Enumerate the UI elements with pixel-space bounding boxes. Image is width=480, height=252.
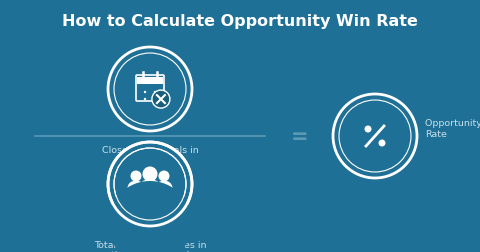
Circle shape	[333, 94, 417, 178]
Circle shape	[158, 171, 169, 182]
Ellipse shape	[156, 181, 172, 196]
Circle shape	[153, 92, 169, 108]
Circle shape	[144, 91, 146, 94]
Circle shape	[364, 126, 372, 133]
Circle shape	[143, 167, 157, 181]
Ellipse shape	[128, 181, 144, 196]
Circle shape	[108, 48, 192, 132]
Circle shape	[144, 99, 146, 101]
Text: Total # Opportunities in
that Time Period: Total # Opportunities in that Time Perio…	[94, 240, 206, 252]
Circle shape	[154, 91, 156, 94]
Circle shape	[131, 171, 142, 182]
Circle shape	[379, 140, 385, 147]
Text: Opportunity Win
Rate: Opportunity Win Rate	[425, 119, 480, 138]
Text: Closed Won Deals in
a Time Period: Closed Won Deals in a Time Period	[102, 145, 198, 165]
Bar	[137, 78, 163, 85]
Text: =: =	[291, 127, 309, 146]
Circle shape	[339, 101, 411, 172]
Circle shape	[152, 91, 170, 109]
Circle shape	[114, 54, 186, 125]
Text: How to Calculate Opportunity Win Rate: How to Calculate Opportunity Win Rate	[62, 14, 418, 29]
FancyBboxPatch shape	[136, 76, 164, 102]
Circle shape	[114, 148, 186, 220]
Circle shape	[154, 99, 156, 101]
Circle shape	[108, 142, 192, 226]
Circle shape	[143, 167, 157, 182]
Ellipse shape	[139, 179, 161, 197]
Circle shape	[108, 181, 192, 252]
